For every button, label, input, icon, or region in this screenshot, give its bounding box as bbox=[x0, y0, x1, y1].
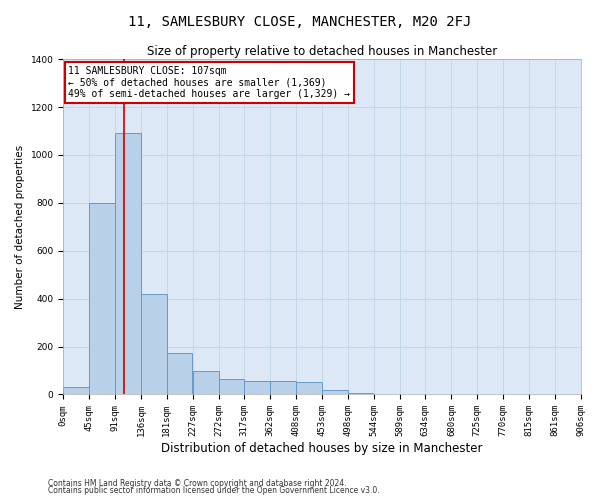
Bar bbox=[193, 370, 218, 394]
Bar bbox=[322, 390, 347, 394]
Bar bbox=[63, 388, 89, 394]
Y-axis label: Number of detached properties: Number of detached properties bbox=[15, 145, 25, 309]
Bar bbox=[218, 379, 244, 394]
Bar bbox=[296, 382, 322, 394]
Text: Contains HM Land Registry data © Crown copyright and database right 2024.: Contains HM Land Registry data © Crown c… bbox=[48, 478, 347, 488]
Bar bbox=[244, 382, 270, 394]
Text: 11, SAMLESBURY CLOSE, MANCHESTER, M20 2FJ: 11, SAMLESBURY CLOSE, MANCHESTER, M20 2F… bbox=[128, 15, 472, 29]
Text: Contains public sector information licensed under the Open Government Licence v3: Contains public sector information licen… bbox=[48, 486, 380, 495]
Bar bbox=[167, 352, 192, 395]
Text: 11 SAMLESBURY CLOSE: 107sqm
← 50% of detached houses are smaller (1,369)
49% of : 11 SAMLESBURY CLOSE: 107sqm ← 50% of det… bbox=[68, 66, 350, 99]
Title: Size of property relative to detached houses in Manchester: Size of property relative to detached ho… bbox=[147, 45, 497, 58]
Bar bbox=[115, 134, 141, 394]
Bar bbox=[270, 382, 296, 394]
Bar bbox=[141, 294, 167, 394]
Bar bbox=[89, 203, 115, 394]
X-axis label: Distribution of detached houses by size in Manchester: Distribution of detached houses by size … bbox=[161, 442, 482, 455]
